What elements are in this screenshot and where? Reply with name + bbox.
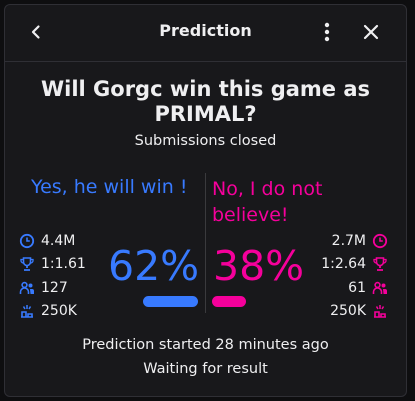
outcome-a-percent: 62% [108,242,200,290]
trophy-icon [19,256,35,272]
outcome-b-ratio-row: 1:2.64 [321,253,388,277]
outcome-b-points: 2.7M [331,232,366,249]
close-button[interactable] [356,17,386,47]
close-icon [363,24,379,40]
outcome-a-ratio-row: 1:1.61 [19,253,86,277]
more-options-button[interactable] [312,17,342,47]
outcome-a-ratio: 1:1.61 [41,256,86,273]
top-predictor-icon [19,303,35,319]
back-button[interactable] [21,17,51,47]
more-vertical-icon [324,22,330,42]
outcome-b-bar [212,296,246,307]
outcome-b-users: 61 [348,279,366,296]
outcome-a-bar [143,296,198,307]
outcome-b-ratio: 1:2.64 [321,256,366,273]
points-icon [19,233,35,249]
outcome-a-users: 127 [41,279,68,296]
users-icon [19,280,35,296]
outcome-b-topbet-row: 250K [321,300,388,324]
users-icon [372,280,388,296]
outcome-b-percent: 38% [213,242,305,290]
outcome-a-title: Yes, he will win ! [31,176,188,198]
submission-status: Submissions closed [134,133,277,149]
outcome-b-title: No, I do not believe! [212,178,323,226]
points-icon [372,233,388,249]
outcome-a-stats: 4.4M 1:1.61 127 250K [19,229,86,323]
trophy-icon [372,256,388,272]
outcome-b-stats: 2.7M 1:2.64 61 250K [321,229,388,323]
prediction-panel: Prediction Will Gorgc win this game as P… [4,4,407,397]
outcome-a-topbet-row: 250K [19,300,86,324]
panel-header: Prediction [5,5,406,62]
outcome-a-top-bet: 250K [41,303,77,320]
waiting-result-text: Waiting for result [143,361,268,377]
prediction-started-text: Prediction started 28 minutes ago [82,337,329,353]
outcome-a-points: 4.4M [41,232,76,249]
outcome-b-points-row: 2.7M [321,229,388,253]
outcome-a-users-row: 127 [19,276,86,300]
outcome-a-points-row: 4.4M [19,229,86,253]
top-predictor-icon [372,303,388,319]
panel-title: Prediction [159,21,252,40]
outcome-b-top-bet: 250K [330,303,366,320]
outcome-divider [205,173,206,313]
prediction-question: Will Gorgc win this game as PRIMAL? [40,77,371,126]
chevron-left-icon [31,25,40,39]
outcome-b-users-row: 61 [321,276,388,300]
